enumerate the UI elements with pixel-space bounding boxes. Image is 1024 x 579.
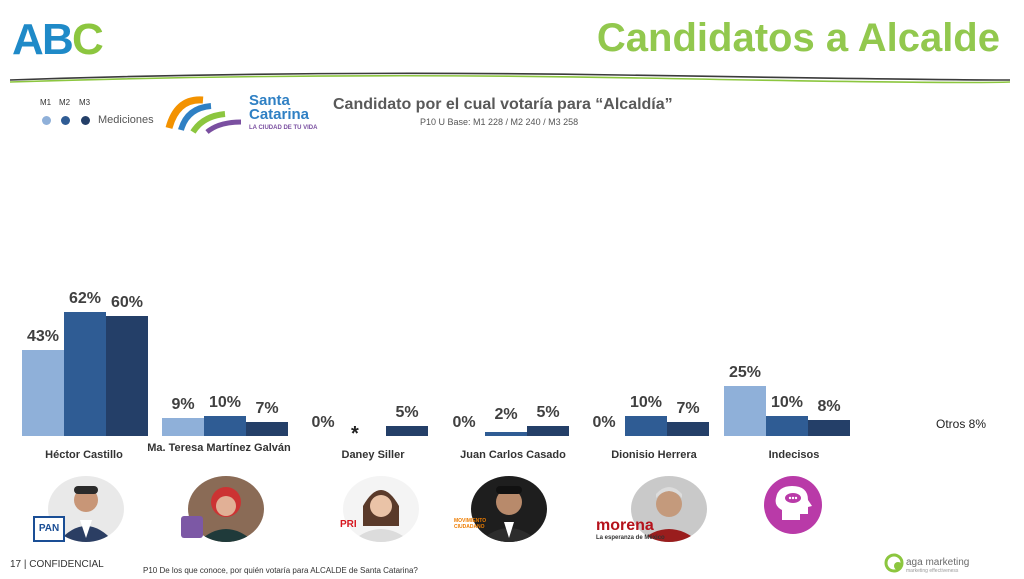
aga-marketing-logo: aga marketing marketing effectiveness (884, 553, 970, 574)
brand-name: aga marketing (906, 557, 970, 568)
brand-tagline: marketing effectiveness (906, 568, 959, 574)
data-label-m3-5: 8% (817, 398, 840, 415)
data-label-m3-0: 60% (111, 294, 143, 311)
legend-m2-label: M2 (59, 98, 71, 107)
data-label-m3-4: 7% (676, 400, 699, 417)
bar-m2-1 (204, 416, 246, 436)
legend-m1-dot (42, 116, 51, 125)
chart-title: Candidato por el cual votaría para “Alca… (333, 96, 673, 113)
legend-title: Mediciones (98, 114, 154, 126)
bar-m3-4 (667, 422, 709, 436)
logo-name-line2: Catarina (249, 106, 310, 123)
data-label-m3-2: 5% (395, 404, 418, 421)
others-label: Otros 8% (936, 417, 987, 431)
santa-catarina-logo: Santa Catarina LA CIUDAD DE TU VIDA (163, 90, 317, 143)
data-label-m2-0: 62% (69, 290, 101, 307)
morena-party-tagline: La esperanza de México (596, 535, 665, 541)
bar-m2-4 (625, 416, 667, 436)
footer-note: P10 De los que conoce, por quién votaría… (143, 566, 418, 575)
confidential-label: | CONFIDENCIAL (23, 559, 104, 570)
category-label-indecisos: Indecisos (768, 449, 820, 461)
candidate-photo-juan-carlos-casado (471, 476, 547, 542)
bar-m3-5 (808, 420, 850, 436)
pan-party-icon: PAN (33, 516, 65, 542)
data-label-m3-3: 5% (536, 404, 559, 421)
data-label-m2-5: 10% (771, 394, 803, 411)
footer-page-info: 17 | CONFIDENCIAL (10, 559, 104, 570)
candidate-photo-ma-teresa (188, 476, 264, 542)
data-label-m1-5: 25% (729, 364, 761, 381)
legend-m1-label: M1 (40, 98, 52, 107)
party-square-icon (181, 516, 203, 538)
bar-m1-1 (162, 418, 204, 436)
bar-m2-0 (64, 312, 106, 436)
morena-party-icon: morena (596, 517, 654, 534)
category-label-hector-castillo: Héctor Castillo (45, 449, 123, 461)
pri-party-icon: PRI (340, 519, 357, 530)
legend-m2-dot (61, 116, 70, 125)
data-label-m1-3: 0% (452, 414, 475, 431)
category-label-dionisio-herrera: Dionisio Herrera (611, 449, 697, 461)
bar-m2-5 (766, 416, 808, 436)
svg-text:C: C (72, 15, 104, 60)
data-label-m1-4: 0% (592, 414, 615, 431)
bar-m1-5 (724, 386, 766, 436)
annotation-asterisk: * (351, 423, 359, 445)
data-label-m2-4: 10% (630, 394, 662, 411)
bar-m3-0 (106, 316, 148, 436)
logo-tagline: LA CIUDAD DE TU VIDA (249, 125, 318, 131)
santa-catarina-emblem (165, 96, 242, 134)
data-label-m2-1: 10% (209, 394, 241, 411)
bar-m1-0 (22, 350, 64, 436)
data-label-m3-1: 7% (255, 400, 278, 417)
data-label-m1-1: 9% (171, 396, 194, 413)
candidate-photo-daney-siller (343, 476, 419, 542)
data-label-m1-0: 43% (27, 328, 59, 345)
data-label-m2-3: 2% (494, 406, 517, 423)
page-title: Candidatos a Alcalde (596, 16, 1000, 60)
movimiento-ciudadano-icon: MOVIMIENTO CIUDADANO (454, 518, 487, 530)
data-label-m1-2: 0% (311, 414, 334, 431)
legend-m3-label: M3 (79, 98, 91, 107)
aga-swirl-icon (884, 553, 904, 573)
bar-m3-3 (527, 426, 569, 436)
category-label-juan-carlos-casado: Juan Carlos Casado (460, 449, 566, 461)
chart-subtitle: P10 U Base: M1 228 / M2 240 / M3 258 (420, 117, 579, 127)
abc-logo: A B C (12, 15, 104, 60)
header-divider (9, 72, 1011, 84)
category-label-ma-teresa: Ma. Teresa Martínez Galván (147, 442, 291, 454)
bar-m3-1 (246, 422, 288, 436)
bar-m2-3 (485, 432, 527, 436)
bar-m3-2 (386, 426, 428, 436)
legend-m3-dot (81, 116, 90, 125)
candidate-photo-dionisio-herrera (631, 476, 707, 542)
undecided-icon (764, 476, 822, 534)
category-label-daney-siller: Daney Siller (341, 449, 405, 461)
logo-name-line1: Santa (249, 92, 290, 109)
page-number: 17 (10, 559, 22, 570)
